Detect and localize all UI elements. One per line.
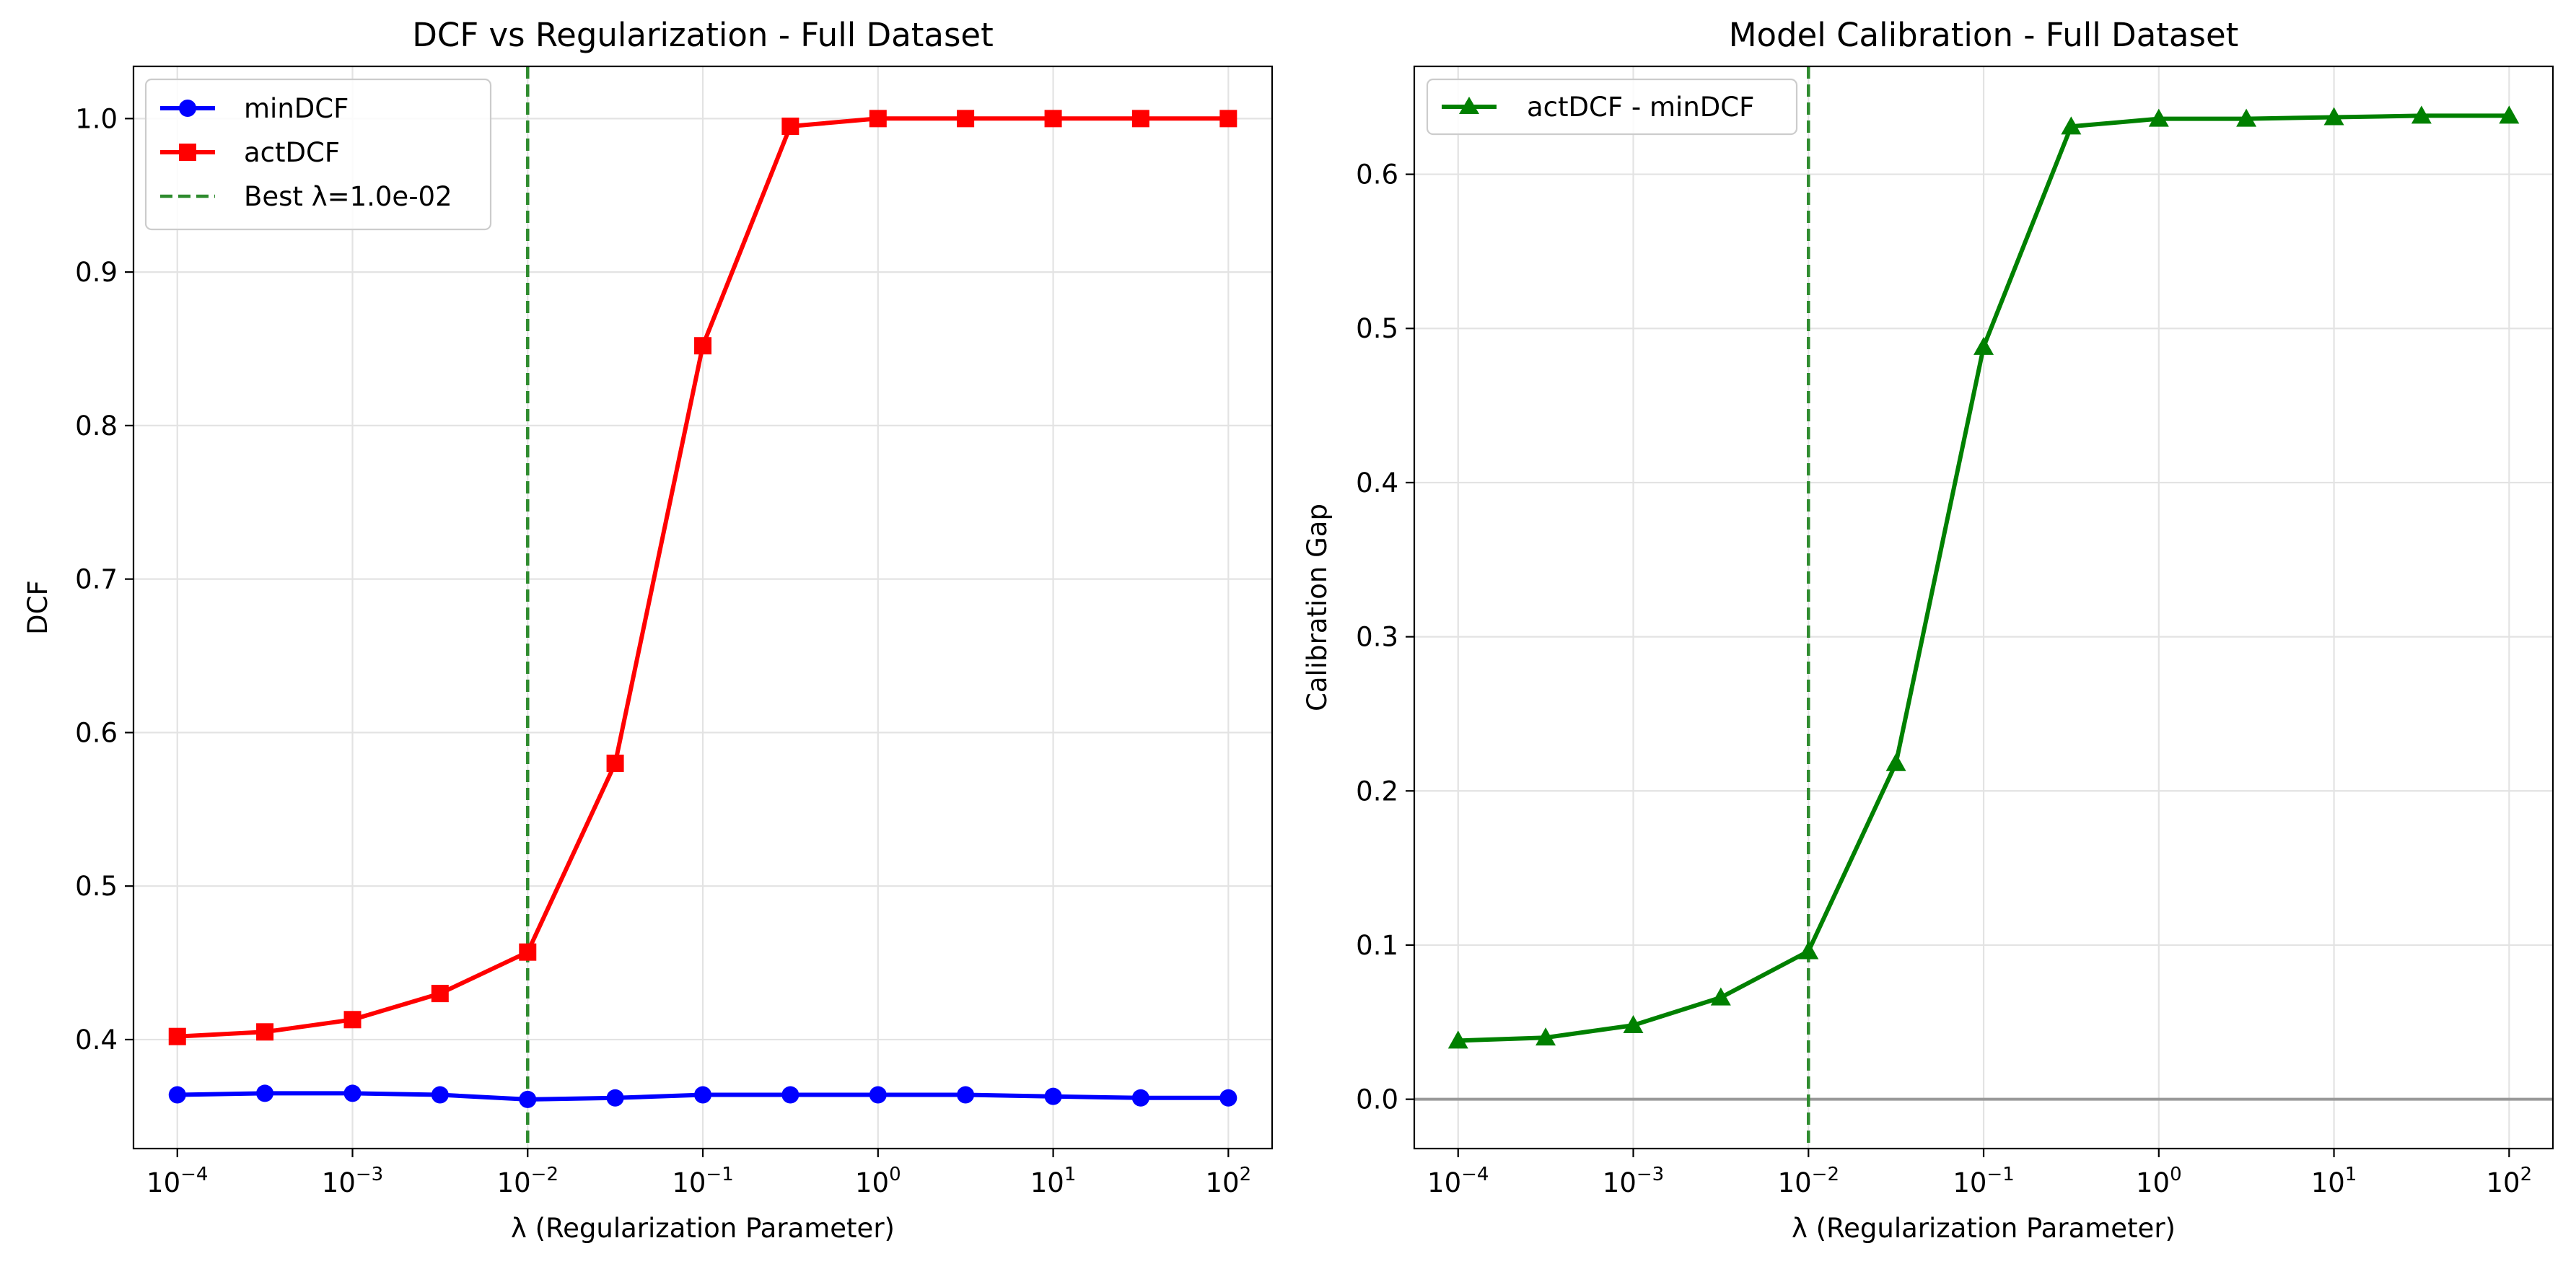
actdcf-point-3 [431,985,449,1003]
dcf-chart-y-ticks: 0.4 0.5 0.6 0.7 0.8 0.9 1.0 [75,103,133,1055]
actdcf-mindcf-point-3 [1710,987,1731,1006]
calibration-chart-panel: 10−4 10−3 10−2 10−1 100 101 102 0.00.10.20.30.… [1302,16,2554,1244]
dcf-y-tick-label-0: 0.4 [75,1024,118,1055]
dcf-y-tick-label-4: 0.8 [75,411,118,442]
mindcf-point-0 [168,1086,186,1104]
mindcf-point-12 [1219,1089,1237,1107]
actdcf-mindcf-point-4 [1798,941,1819,960]
legend-mindcf-label: minDCF [244,93,349,124]
legend-actdcf-marker [179,144,196,161]
actdcf-point-10 [1044,110,1062,128]
dcf-x-tick-label-4: 100 [855,1164,901,1198]
calibration-x-tick-label-5: 101 [2311,1164,2357,1198]
dcf-x-tick-label-2: 10−2 [497,1164,558,1198]
calibration-chart-x-ticks: 10−4 10−3 10−2 10−1 100 101 102 [1427,1149,2532,1198]
dcf-chart-y-axis-label: DCF [22,580,53,635]
actdcf-point-5 [606,754,624,772]
actdcf-mindcf-point-12 [2499,105,2520,124]
dcf-chart-x-ticks: 10−4 10−3 10−2 10−1 100 101 102 [146,1149,1251,1198]
actdcf-point-1 [256,1023,274,1041]
legend-mindcf-marker [179,100,196,117]
actdcf-point-11 [1131,110,1149,128]
dcf-y-tick-label-2: 0.6 [75,717,118,748]
actdcf-mindcf-point-7 [2061,116,2082,135]
actdcf-point-8 [869,110,887,128]
dcf-x-tick-label-3: 10−1 [672,1164,733,1198]
dcf-x-tick-label-0: 10−4 [146,1164,208,1198]
calibration-chart-legend: actDCF - minDCF [1426,78,1798,136]
mindcf-point-6 [694,1086,712,1104]
actdcf-mindcf-point-0 [1447,1030,1468,1049]
mindcf-point-4 [519,1090,537,1108]
dcf-x-tick-label-5: 101 [1030,1164,1077,1198]
dcf-y-tick-label-5: 0.9 [75,257,118,288]
actdcf-mindcf-point-2 [1623,1015,1644,1034]
dcf-chart-legend: minDCF actDCF Best λ=1.0e-02 [144,78,492,231]
calibration-y-tick-label-0: 0.0 [1356,1084,1398,1115]
calibration-y-tick-label-6: 0.6 [1356,159,1398,190]
legend-actdcf-label: actDCF [244,137,340,168]
calibration-chart-x-axis-label: λ (Regularization Parameter) [1792,1213,2176,1244]
actdcf-mindcf-point-8 [2148,108,2169,127]
calibration-chart-title: Model Calibration - Full Dataset [1729,16,2239,54]
calibration-x-tick-label-0: 10−4 [1427,1164,1489,1198]
mindcf-point-3 [431,1086,449,1104]
actdcf-point-0 [168,1027,186,1045]
dcf-chart-title: DCF vs Regularization - Full Dataset [412,16,993,54]
calibration-x-tick-label-6: 102 [2487,1164,2533,1198]
calibration-chart-y-axis-label: Calibration Gap [1302,504,1333,711]
actdcf-mindcf-point-6 [1973,336,1994,355]
mindcf-point-1 [256,1084,274,1102]
dcf-x-tick-label-1: 10−3 [322,1164,383,1198]
dcf-chart-panel: 10−4 10−3 10−2 10−1 100 101 102 0.40.50.60.70.… [22,16,1274,1244]
mindcf-point-5 [606,1089,624,1107]
calibration-y-tick-label-2: 0.2 [1356,776,1398,807]
actdcf-point-4 [519,943,537,961]
mindcf-point-7 [781,1086,799,1104]
calibration-y-tick-label-4: 0.4 [1356,468,1398,499]
calibration-y-tick-label-5: 0.5 [1356,313,1398,344]
dcf-legend-box [144,78,492,231]
dcf-y-tick-label-1: 0.5 [75,871,118,902]
actdcf-mindcf-point-1 [1535,1027,1556,1046]
mindcf-point-11 [1131,1089,1149,1107]
actdcf-mindcf-point-9 [2236,108,2257,127]
dcf-x-tick-label-6: 102 [1206,1164,1252,1198]
calibration-legend-box [1426,78,1798,136]
calibration-x-tick-label-2: 10−2 [1778,1164,1839,1198]
dcf-chart-series [168,110,1237,1108]
mindcf-point-8 [869,1086,887,1104]
dcf-chart-x-axis-label: λ (Regularization Parameter) [511,1213,895,1244]
mindcf-point-10 [1044,1087,1062,1105]
mindcf-point-9 [957,1086,975,1104]
actdcf-point-2 [343,1011,362,1029]
legend-gap-label: actDCF - minDCF [1527,92,1754,123]
actdcf-point-12 [1219,110,1237,128]
calibration-chart-series [1447,105,2520,1049]
calibration-x-tick-label-1: 10−3 [1603,1164,1664,1198]
mindcf-point-2 [343,1084,362,1102]
legend-best-lambda-label: Best λ=1.0e-02 [244,181,452,212]
legend-gap-marker [1459,97,1479,114]
actdcf-mindcf-point-10 [2323,107,2344,126]
actdcf-mindcf-point-11 [2411,105,2432,124]
actdcf-point-7 [781,117,799,135]
actdcf-point-9 [957,110,975,128]
dcf-y-tick-label-6: 1.0 [75,103,118,134]
calibration-y-tick-label-1: 0.1 [1356,930,1398,961]
calibration-x-tick-label-3: 10−1 [1953,1164,2014,1198]
calibration-chart-y-ticks: 0.0 0.1 0.2 0.3 0.4 0.5 0.6 [1356,159,1414,1115]
actdcf-mindcf-point-5 [1885,752,1906,771]
calibration-chart-reference-lines [1414,66,2553,1149]
calibration-y-tick-label-3: 0.3 [1356,622,1398,653]
actdcf-point-6 [694,337,712,355]
dcf-y-tick-label-3: 0.7 [75,564,118,595]
calibration-x-tick-label-4: 100 [2136,1164,2182,1198]
